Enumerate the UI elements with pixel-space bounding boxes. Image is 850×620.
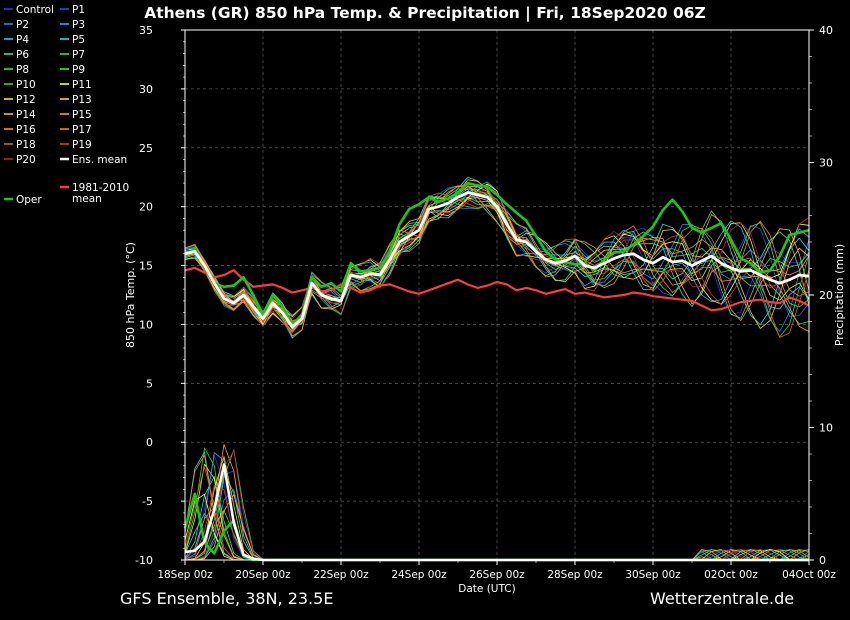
legend-label: P6 (16, 49, 29, 61)
legend-label: P16 (16, 124, 36, 136)
legend-label: P7 (72, 49, 85, 61)
legend-label: P3 (72, 19, 85, 31)
x-tick-label: 20Sep 00z (235, 569, 291, 581)
ens-mean-line (184, 191, 810, 329)
y2-axis-label: Precipitation (mm) (833, 244, 846, 346)
chart-title: Athens (GR) 850 hPa Temp. & Precipitatio… (144, 4, 706, 23)
legend-label: P5 (72, 34, 85, 46)
ens-mean-precip-line (184, 463, 809, 562)
legend-label: P9 (72, 64, 85, 76)
member-line (184, 186, 810, 334)
y-tick-label: 30 (139, 83, 153, 96)
y-tick-label: -10 (135, 554, 153, 567)
y2-tick-label: 10 (819, 422, 833, 435)
legend-label: P15 (72, 109, 92, 121)
y-tick-label: 25 (139, 142, 153, 155)
grid (185, 30, 809, 560)
legend: Control P1 P2 P3 P4 P5 P6 P7 P8 P9 P10 P11 P12 P13 P14… (4, 4, 129, 206)
legend-label: P13 (72, 94, 92, 106)
x-tick-label: 24Sep 00z (391, 569, 447, 581)
x-tick-label: 28Sep 00z (547, 569, 603, 581)
legend-label: P14 (16, 109, 36, 121)
x-tick-label: 30Sep 00z (625, 569, 681, 581)
legend-label: Control (16, 4, 54, 16)
y-axis-label: 850 hPa Temp. (°C) (124, 242, 137, 348)
x-axis-label: Date (UTC) (458, 583, 515, 595)
y-tick-label: 20 (139, 201, 153, 214)
member-precip-line (184, 454, 809, 561)
y-tick-label: 5 (146, 377, 153, 390)
y-tick-label: 15 (139, 260, 153, 273)
ticks: -10 -5 0 5 10 15 20 25 30 35 0 10 20 30 40 18Sep 00z 20S… (135, 24, 836, 581)
x-tick-label: 02Oct 00z (704, 569, 758, 581)
member-line (184, 185, 810, 330)
legend-label: P10 (16, 79, 36, 91)
legend-label: P20 (16, 154, 36, 166)
oper-line (184, 181, 810, 326)
member-precip-line (184, 456, 809, 561)
x-tick-label: 18Sep 00z (157, 569, 213, 581)
x-tick-label: 22Sep 00z (313, 569, 369, 581)
legend-label: P19 (72, 139, 92, 151)
y2-tick-label: 20 (819, 289, 833, 302)
member-line (184, 185, 810, 333)
y-tick-label: 10 (139, 318, 153, 331)
legend-label: P4 (16, 34, 29, 46)
y2-tick-label: 40 (819, 24, 833, 37)
climate-mean-line (184, 266, 810, 312)
member-precip-line (184, 455, 809, 561)
y-tick-label: 0 (146, 436, 153, 449)
y-tick-label: -5 (142, 495, 153, 508)
x-tick-label: 26Sep 00z (469, 569, 525, 581)
footer-site-name: Wetterzentrale.de (650, 589, 795, 608)
y2-tick-label: 30 (819, 157, 833, 170)
legend-label: P11 (72, 79, 92, 91)
legend-label: P8 (16, 64, 29, 76)
legend-label: P1 (72, 4, 85, 16)
y2-tick-label: 0 (819, 554, 826, 567)
member-line (184, 198, 810, 337)
legend-label: Oper (16, 194, 42, 206)
y-tick-label: 35 (139, 24, 153, 37)
legend-label: P18 (16, 139, 36, 151)
legend-label: P12 (16, 94, 36, 106)
x-tick-label: 04Oct 00z (782, 569, 836, 581)
legend-label: P2 (16, 19, 29, 31)
legend-label: Ens. mean (72, 154, 127, 166)
legend-label: P17 (72, 124, 92, 136)
footer-model-info: GFS Ensemble, 38N, 23.5E (120, 589, 334, 608)
legend-label: 1981-2010 mean (72, 182, 129, 205)
